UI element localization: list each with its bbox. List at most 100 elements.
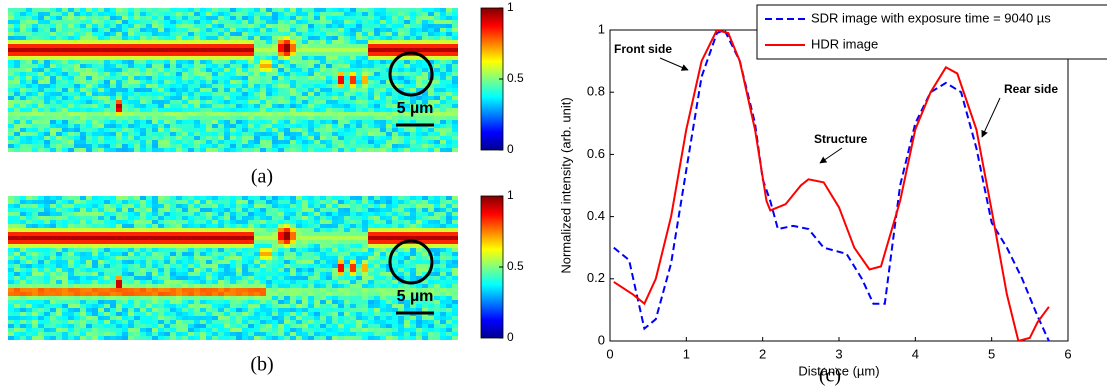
pixel (188, 300, 194, 304)
pixel (182, 312, 188, 316)
pixel (362, 48, 368, 52)
pixel (272, 272, 278, 276)
pixel (140, 36, 146, 40)
pixel (20, 120, 26, 124)
pixel (236, 16, 242, 20)
pixel (110, 196, 116, 200)
pixel (332, 128, 338, 132)
pixel (104, 228, 110, 232)
pixel (452, 96, 458, 100)
pixel (176, 196, 182, 200)
pixel (374, 248, 380, 252)
pixel (50, 312, 56, 316)
pixel (92, 76, 98, 80)
pixel (116, 232, 122, 236)
pixel (176, 72, 182, 76)
pixel (134, 104, 140, 108)
pixel (170, 228, 176, 232)
pixel (80, 224, 86, 228)
pixel (212, 100, 218, 104)
pixel (32, 232, 38, 236)
pixel (296, 20, 302, 24)
pixel (134, 276, 140, 280)
pixel (332, 144, 338, 148)
pixel (422, 52, 428, 56)
pixel (284, 248, 290, 252)
pixel (350, 208, 356, 212)
pixel (290, 272, 296, 276)
pixel (368, 240, 374, 244)
pixel (194, 280, 200, 284)
pixel (260, 80, 266, 84)
pixel (380, 292, 386, 296)
pixel (314, 148, 320, 152)
pixel (110, 272, 116, 276)
pixel (146, 240, 152, 244)
pixel (320, 28, 326, 32)
pixel (26, 316, 32, 320)
pixel (44, 300, 50, 304)
pixel (362, 32, 368, 36)
pixel (350, 108, 356, 112)
pixel (32, 124, 38, 128)
pixel (110, 88, 116, 92)
pixel (110, 204, 116, 208)
pixel (368, 48, 374, 52)
pixel (278, 216, 284, 220)
pixel (248, 276, 254, 280)
pixel (260, 268, 266, 272)
pixel (440, 128, 446, 132)
pixel (248, 264, 254, 268)
pixel (380, 220, 386, 224)
pixel (422, 80, 428, 84)
pixel (260, 124, 266, 128)
pixel (362, 108, 368, 112)
pixel (338, 40, 344, 44)
pixel (26, 212, 32, 216)
pixel (170, 288, 176, 292)
pixel (218, 12, 224, 16)
pixel (140, 60, 146, 64)
pixel (122, 60, 128, 64)
pixel (206, 232, 212, 236)
pixel (110, 144, 116, 148)
pixel (104, 304, 110, 308)
pixel (116, 104, 122, 108)
pixel (44, 260, 50, 264)
pixel (62, 204, 68, 208)
pixel (440, 100, 446, 104)
pixel (284, 216, 290, 220)
pixel (302, 148, 308, 152)
pixel (134, 296, 140, 300)
pixel (308, 276, 314, 280)
pixel (26, 276, 32, 280)
pixel (236, 128, 242, 132)
pixel (86, 208, 92, 212)
pixel (194, 304, 200, 308)
pixel (194, 204, 200, 208)
pixel (230, 124, 236, 128)
pixel (332, 212, 338, 216)
pixel (404, 196, 410, 200)
pixel (176, 100, 182, 104)
pixel (338, 48, 344, 52)
pixel (38, 272, 44, 276)
pixel (152, 32, 158, 36)
pixel (332, 124, 338, 128)
pixel (248, 12, 254, 16)
pixel (332, 48, 338, 52)
pixel (398, 212, 404, 216)
pixel (266, 48, 272, 52)
pixel (248, 88, 254, 92)
pixel (434, 88, 440, 92)
pixel (188, 312, 194, 316)
pixel (110, 108, 116, 112)
pixel (266, 308, 272, 312)
pixel (446, 224, 452, 228)
pixel (92, 216, 98, 220)
pixel (428, 220, 434, 224)
pixel (320, 300, 326, 304)
pixel (116, 144, 122, 148)
pixel (326, 140, 332, 144)
pixel (452, 48, 458, 52)
